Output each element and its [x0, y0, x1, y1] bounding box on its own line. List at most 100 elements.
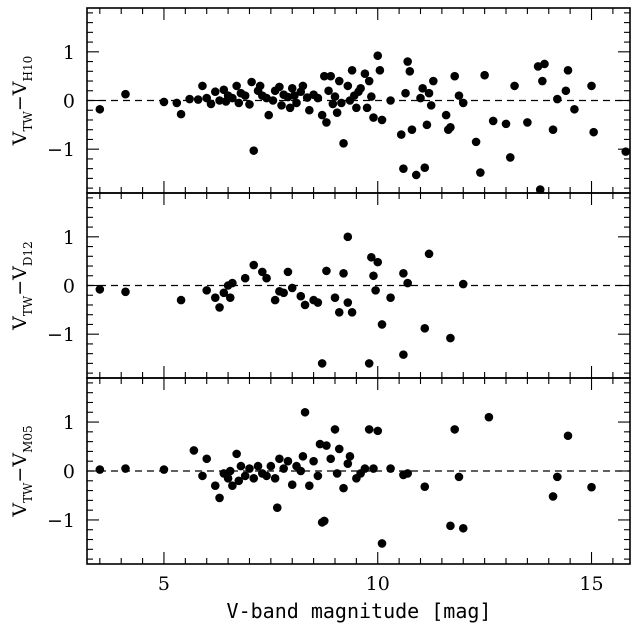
data-point-h10 [172, 98, 182, 108]
data-point-h10 [185, 94, 194, 104]
data-point-d12 [210, 293, 220, 302]
data-point-h10 [418, 84, 427, 93]
y-tick-label-m05: −1 [47, 510, 75, 532]
data-point-d12 [95, 285, 105, 294]
data-point-d12 [343, 232, 353, 242]
data-point-m05 [198, 471, 207, 481]
data-point-d12 [270, 295, 280, 305]
data-point-d12 [371, 286, 380, 295]
data-point-m05 [236, 461, 246, 471]
data-point-h10 [411, 170, 421, 180]
data-point-h10 [255, 81, 265, 91]
data-point-m05 [322, 441, 331, 450]
data-point-m05 [121, 464, 130, 473]
data-point-h10 [424, 88, 434, 98]
data-point-m05 [373, 426, 383, 436]
data-point-h10 [399, 164, 408, 173]
data-point-m05 [189, 446, 199, 455]
data-point-h10 [277, 101, 286, 110]
y-axis-label-h10: VTW−VH10 [9, 56, 35, 146]
data-point-d12 [458, 279, 468, 289]
data-point-h10 [247, 77, 256, 87]
data-point-h10 [95, 104, 105, 114]
data-point-d12 [364, 359, 374, 368]
data-point-m05 [159, 465, 169, 474]
data-point-h10 [458, 98, 468, 108]
data-point-h10 [285, 103, 295, 113]
data-point-d12 [424, 249, 434, 259]
data-point-h10 [360, 69, 370, 79]
data-point-h10 [352, 103, 361, 113]
data-point-m05 [283, 456, 293, 466]
data-point-m05 [253, 461, 263, 471]
data-point-h10 [337, 98, 346, 108]
data-point-m05 [223, 474, 233, 483]
data-point-m05 [458, 523, 468, 533]
data-point-m05 [309, 456, 318, 466]
data-point-h10 [454, 91, 464, 100]
data-point-d12 [283, 267, 293, 277]
data-point-m05 [270, 474, 280, 483]
data-point-d12 [317, 359, 327, 368]
data-point-m05 [234, 476, 244, 486]
data-point-h10 [334, 76, 344, 86]
data-point-h10 [396, 130, 406, 139]
data-point-m05 [334, 444, 344, 454]
data-point-h10 [480, 70, 489, 80]
y-axis-label-m05: VTW−VM05 [9, 425, 35, 517]
data-point-m05 [202, 454, 212, 464]
data-point-d12 [121, 287, 130, 297]
data-point-h10 [422, 120, 432, 130]
data-point-h10 [330, 92, 340, 101]
data-point-h10 [441, 110, 451, 120]
data-point-d12 [322, 266, 331, 276]
data-point-m05 [369, 464, 378, 473]
data-point-m05 [446, 521, 455, 531]
data-point-m05 [262, 471, 271, 481]
data-point-d12 [228, 278, 237, 288]
data-point-m05 [210, 481, 220, 490]
data-point-m05 [272, 503, 282, 513]
data-point-m05 [386, 464, 395, 473]
y-tick-label-h10: 1 [63, 42, 75, 64]
data-point-h10 [343, 81, 353, 91]
data-point-h10 [249, 146, 259, 155]
y-tick-label-h10: 0 [63, 91, 75, 113]
data-point-h10 [561, 86, 571, 96]
data-point-h10 [589, 127, 598, 137]
data-point-h10 [210, 87, 220, 97]
data-point-h10 [501, 119, 511, 129]
data-point-h10 [446, 122, 455, 132]
data-point-h10 [407, 125, 417, 135]
data-point-d12 [420, 324, 430, 333]
data-point-h10 [450, 71, 460, 81]
data-point-h10 [234, 98, 244, 108]
data-point-d12 [225, 293, 235, 302]
data-point-h10 [302, 93, 312, 102]
data-point-m05 [360, 464, 370, 473]
data-point-h10 [570, 104, 579, 114]
data-point-d12 [339, 269, 348, 278]
data-point-h10 [298, 81, 308, 91]
data-point-m05 [403, 469, 412, 478]
data-point-d12 [446, 333, 455, 343]
data-point-m05 [484, 412, 494, 422]
data-point-h10 [322, 118, 331, 127]
data-point-h10 [305, 105, 314, 115]
data-point-h10 [339, 139, 348, 148]
data-point-h10 [369, 113, 378, 122]
data-point-d12 [369, 271, 378, 281]
data-point-m05 [296, 466, 306, 476]
data-point-h10 [535, 185, 545, 194]
data-point-h10 [405, 66, 415, 76]
data-point-h10 [377, 115, 387, 125]
data-point-m05 [249, 474, 259, 483]
data-point-h10 [159, 97, 169, 107]
data-point-m05 [275, 454, 284, 464]
data-point-d12 [176, 295, 186, 305]
data-point-h10 [548, 125, 558, 135]
data-point-m05 [300, 407, 310, 417]
data-point-h10 [324, 86, 333, 96]
data-point-h10 [264, 110, 274, 120]
